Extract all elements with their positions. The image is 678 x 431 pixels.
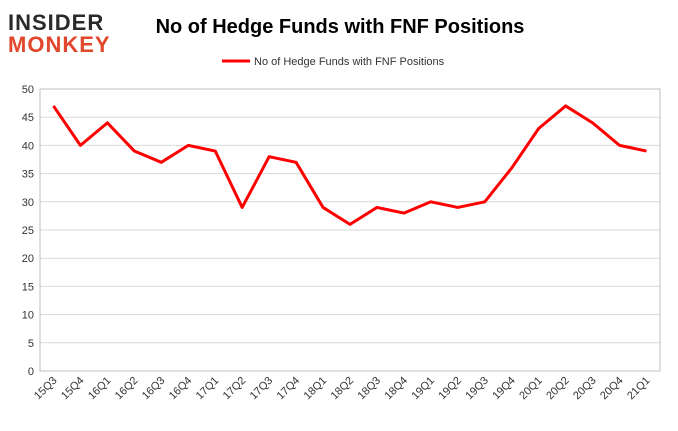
x-tick-label: 20Q4 — [598, 375, 626, 403]
logo-bottom: MONKEY — [8, 32, 111, 57]
y-tick-label: 50 — [22, 84, 34, 96]
y-tick-label: 25 — [22, 225, 34, 237]
x-tick-label: 17Q1 — [194, 375, 222, 403]
x-tick-label: 20Q1 — [517, 375, 545, 403]
y-tick-label: 45 — [22, 112, 34, 124]
x-tick-label: 17Q3 — [248, 375, 276, 403]
y-tick-label: 30 — [22, 197, 34, 209]
data-line — [52, 104, 647, 226]
x-tick-label: 21Q1 — [625, 375, 653, 403]
x-tick-label: 15Q4 — [59, 375, 87, 403]
y-tick-label: 10 — [22, 310, 34, 322]
x-tick-label: 16Q4 — [167, 375, 195, 403]
y-tick-label: 15 — [22, 281, 34, 293]
x-tick-label: 15Q3 — [32, 375, 60, 403]
x-tick-label: 20Q3 — [571, 375, 599, 403]
logo-top: INSIDER — [8, 10, 104, 35]
y-tick-label: 20 — [22, 253, 34, 265]
y-tick-label: 35 — [22, 169, 34, 181]
x-tick-label: 16Q1 — [86, 375, 114, 403]
y-tick-label: 40 — [22, 140, 34, 152]
x-tick-label: 20Q2 — [544, 375, 572, 403]
legend-label: No of Hedge Funds with FNF Positions — [254, 56, 445, 68]
x-tick-label: 16Q3 — [140, 375, 168, 403]
y-tick-label: 0 — [28, 366, 34, 378]
chart-title: No of Hedge Funds with FNF Positions — [156, 16, 525, 38]
x-tick-label: 19Q1 — [409, 375, 437, 403]
x-tick-label: 17Q2 — [221, 375, 249, 403]
x-tick-label: 18Q2 — [329, 375, 357, 403]
x-tick-label: 19Q4 — [490, 375, 518, 403]
x-tick-label: 18Q1 — [302, 375, 330, 403]
x-tick-label: 17Q4 — [275, 375, 303, 403]
y-tick-label: 5 — [28, 338, 34, 350]
x-tick-label: 19Q3 — [463, 375, 491, 403]
x-tick-label: 19Q2 — [436, 375, 464, 403]
x-tick-label: 18Q4 — [383, 375, 411, 403]
plot-border — [39, 88, 661, 372]
x-tick-label: 18Q3 — [356, 375, 384, 403]
x-tick-label: 16Q2 — [113, 375, 141, 403]
